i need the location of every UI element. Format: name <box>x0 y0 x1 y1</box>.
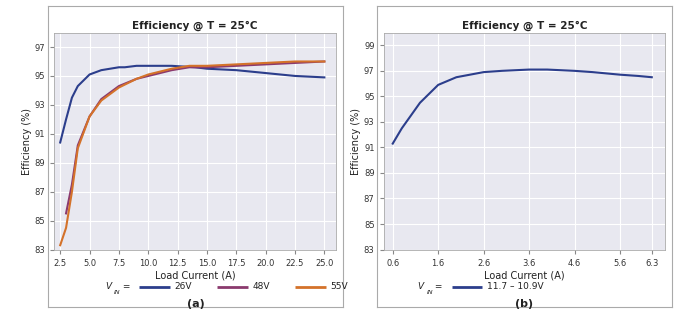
Title: Efficiency @ T = 25°C: Efficiency @ T = 25°C <box>132 20 258 31</box>
Title: Efficiency @ T = 25°C: Efficiency @ T = 25°C <box>462 20 587 31</box>
Text: IN: IN <box>426 290 433 295</box>
Text: (a): (a) <box>187 299 204 309</box>
Y-axis label: Efficiency (%): Efficiency (%) <box>22 108 32 175</box>
Text: V: V <box>105 282 111 291</box>
Text: 11.7 – 10.9V: 11.7 – 10.9V <box>487 282 543 291</box>
Text: =: = <box>120 282 130 291</box>
Text: 26V: 26V <box>175 282 192 291</box>
Text: IN: IN <box>114 290 121 295</box>
Text: 48V: 48V <box>253 282 270 291</box>
X-axis label: Load Current (A): Load Current (A) <box>484 270 565 280</box>
Text: V: V <box>418 282 424 291</box>
Y-axis label: Efficiency (%): Efficiency (%) <box>351 108 361 175</box>
Text: (b): (b) <box>515 299 533 309</box>
Text: =: = <box>432 282 442 291</box>
X-axis label: Load Current (A): Load Current (A) <box>155 270 236 280</box>
Text: 55V: 55V <box>331 282 348 291</box>
